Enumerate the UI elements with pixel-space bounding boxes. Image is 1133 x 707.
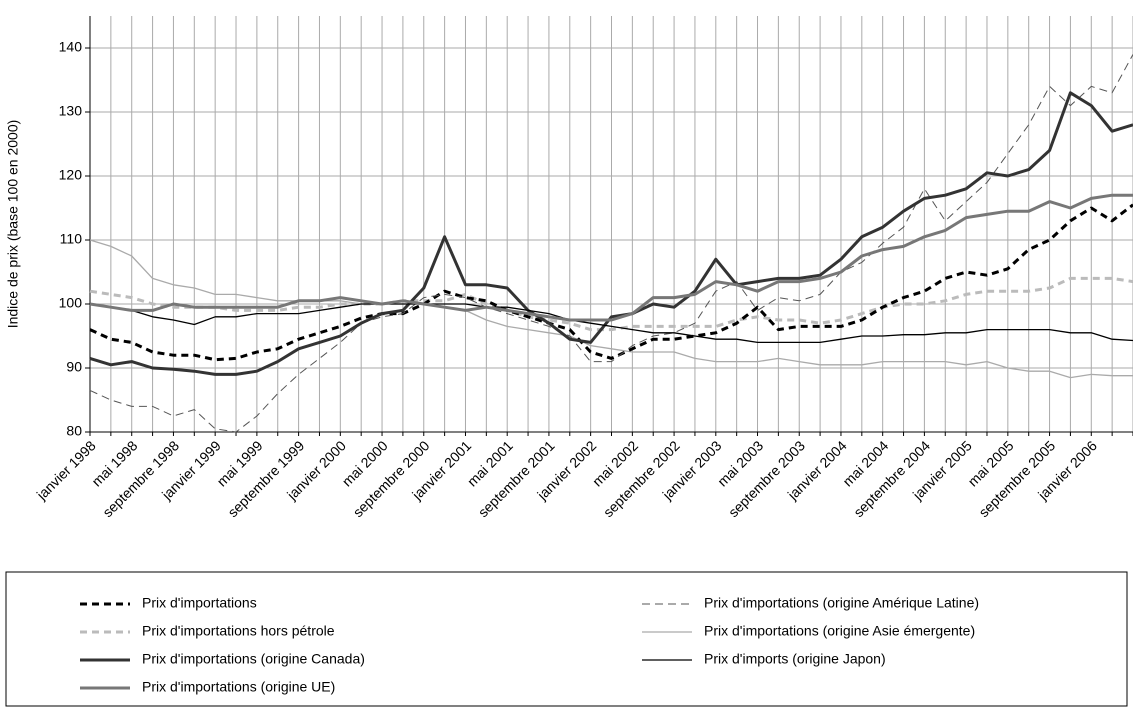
series-line bbox=[89, 54, 1133, 433]
legend-label: Prix d'imports (origine Japon) bbox=[704, 651, 886, 667]
series-line bbox=[89, 91, 1133, 376]
legend-label: Prix d'importations (origine Asie émerge… bbox=[704, 623, 975, 639]
legend-box bbox=[5, 571, 1128, 707]
legend-label: Prix d'importations (origine Canada) bbox=[142, 651, 365, 667]
x-tick-label: janvier 1998 bbox=[33, 437, 99, 503]
series-line bbox=[89, 203, 1133, 362]
series-line bbox=[89, 276, 1133, 332]
legend-label: Prix d'importations bbox=[142, 595, 257, 611]
y-tick-label: 130 bbox=[59, 103, 83, 119]
y-axis-label: Indice de prix (base 100 en 2000) bbox=[5, 120, 21, 329]
y-tick-label: 80 bbox=[66, 423, 82, 439]
legend-label: Prix d'importations (origine Amérique La… bbox=[704, 595, 979, 611]
legend-label: Prix d'importations (origine UE) bbox=[142, 679, 335, 695]
y-tick-label: 100 bbox=[59, 295, 83, 311]
series-line bbox=[89, 193, 1133, 322]
series-line bbox=[89, 239, 1133, 379]
series-line bbox=[89, 303, 1133, 344]
y-tick-label: 120 bbox=[59, 167, 83, 183]
y-tick-label: 110 bbox=[60, 231, 83, 247]
legend-label: Prix d'importations hors pétrole bbox=[142, 623, 335, 639]
y-tick-label: 90 bbox=[66, 359, 82, 375]
y-tick-label: 140 bbox=[59, 39, 83, 55]
